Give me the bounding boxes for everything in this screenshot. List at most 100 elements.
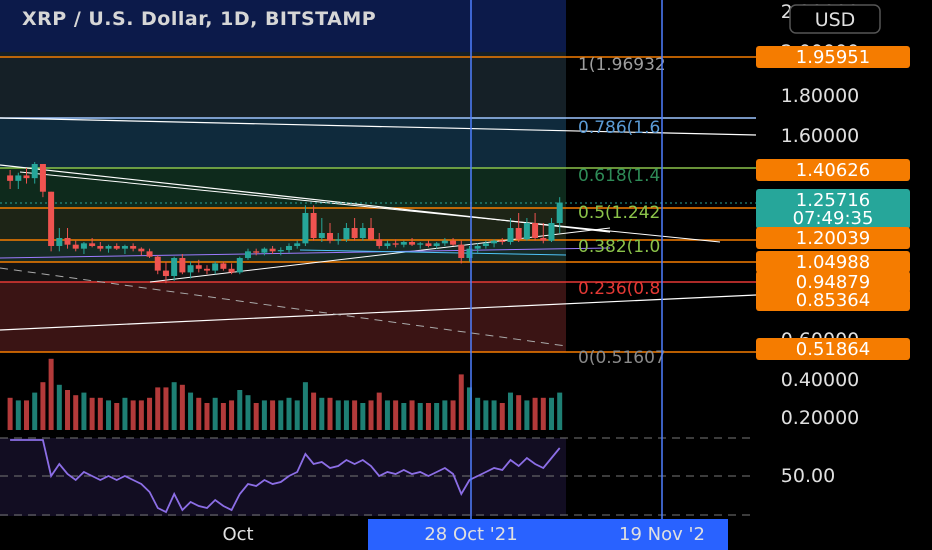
price-tag [756, 289, 910, 311]
candle-body [376, 239, 383, 246]
volume-bar [327, 397, 333, 430]
volume-bar [352, 400, 358, 430]
volume-bar [73, 395, 79, 430]
volume-bar [138, 400, 144, 430]
candle-body [417, 243, 424, 245]
price-tag-label: 1.40626 [796, 160, 870, 181]
volume-bar [532, 397, 538, 430]
candle-body [286, 246, 292, 250]
volume-bar [294, 400, 300, 430]
candle-body [294, 243, 301, 246]
volume-bar [393, 400, 399, 430]
candle-body [409, 242, 416, 245]
fib-band [0, 52, 566, 118]
volume-bar [442, 400, 448, 430]
volume-bar [417, 403, 423, 430]
trend-line [0, 117, 757, 136]
time-range-highlight [368, 519, 728, 550]
volume-bar [188, 392, 194, 430]
candle-body [491, 240, 498, 244]
volume-bar [311, 392, 317, 430]
volume-bar [56, 384, 62, 430]
candle-body [64, 238, 71, 245]
price-tag-label: 0.94879 [796, 272, 870, 293]
volume-bar [122, 397, 128, 430]
price-tick: 0.20000 [781, 407, 860, 429]
rsi-tick: 50.00 [781, 465, 835, 487]
fib-label: 0.5(1.242 [578, 203, 660, 223]
price-tag-label: 1.25716 [796, 190, 870, 211]
candle-body [433, 243, 440, 246]
volume-bar [335, 400, 341, 430]
candle-body [56, 238, 63, 246]
candle-body [72, 244, 79, 249]
trend-line [19, 171, 721, 243]
price-tag-label: 1.95951 [796, 47, 870, 68]
candle-body [507, 228, 514, 242]
candle-body [474, 246, 481, 249]
candle-body [368, 228, 375, 240]
time-axis[interactable]: Oct 28 Oct '21 19 Nov '2 [0, 519, 756, 550]
candle-body [187, 265, 194, 273]
volume-bar [155, 387, 161, 430]
candle-body [15, 175, 22, 181]
volume-bar [15, 400, 21, 430]
volume-bar [261, 400, 267, 430]
currency-button[interactable]: USD [789, 4, 881, 34]
candle-body [466, 248, 473, 258]
volume-bar [32, 392, 38, 430]
volume-bar [220, 403, 226, 430]
volume-bar [278, 400, 284, 430]
price-axis[interactable]: 2.200002.000001.800001.600000.600000.400… [756, 0, 932, 550]
candle-body [310, 213, 317, 238]
price-tick: 0.40000 [781, 369, 860, 391]
volume-bar [483, 400, 489, 430]
fib-band [0, 262, 566, 282]
price-tag [756, 271, 910, 293]
rsi-line [10, 439, 561, 514]
time-label: Oct [222, 524, 253, 545]
volume-bar [48, 358, 54, 430]
candle-body [269, 248, 276, 252]
candle-body [515, 228, 522, 240]
candle-body [80, 243, 87, 249]
fib-label: 0.618(1.4 [578, 166, 660, 186]
candle-body [359, 228, 366, 238]
volume-bar [458, 374, 464, 430]
candle-body [556, 202, 563, 223]
volume-bar [524, 400, 530, 430]
candle-body [130, 246, 137, 249]
volume-bar [253, 403, 259, 430]
candle-body [171, 258, 178, 276]
price-tag [756, 251, 910, 273]
volume-bar [401, 403, 407, 430]
price-tag [756, 46, 910, 68]
volume-bar [491, 400, 497, 430]
fib-label: 1(1.96932 [578, 55, 666, 75]
price-tick: 1.60000 [781, 125, 860, 147]
candle-body [318, 233, 325, 238]
volume-bar [237, 390, 243, 430]
volume-bar [368, 400, 374, 430]
volume-bar [376, 392, 382, 430]
volume-bar [516, 395, 522, 430]
volume-bar [89, 397, 95, 430]
candle-body [220, 263, 227, 269]
volume-bar [466, 387, 472, 430]
price-tag [756, 227, 910, 249]
trend-line [299, 249, 567, 256]
volume-bar [147, 397, 153, 430]
volume-bar [179, 384, 185, 430]
candle-body [351, 228, 358, 238]
candle-body [138, 248, 145, 252]
volume-bar [319, 397, 325, 430]
volume-bar [163, 387, 169, 430]
price-tag-label: 1.20039 [796, 228, 870, 249]
candle-body [277, 250, 284, 252]
volume-bar [409, 400, 415, 430]
fib-label: 0.382(1.0 [578, 237, 660, 257]
candle-body [154, 256, 161, 271]
candle-body [499, 240, 506, 242]
candle-body [302, 213, 309, 244]
